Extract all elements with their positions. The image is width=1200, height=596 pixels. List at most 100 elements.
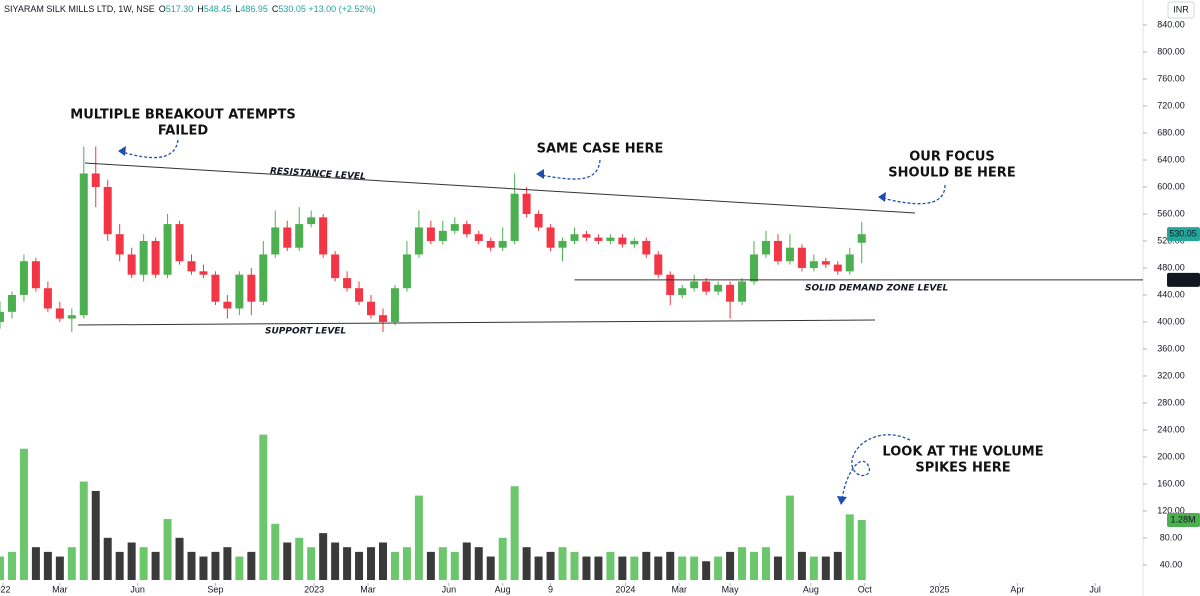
ohlc-value: 517.30 — [166, 4, 194, 14]
x-tick-label: Jul — [1089, 584, 1101, 594]
x-tick-label: 022 — [0, 584, 11, 594]
volume-bar — [570, 551, 579, 580]
y-tick-label: 600.00 — [1157, 181, 1185, 191]
price-marker-label: 462.40 — [1169, 274, 1197, 284]
x-tick-label: 2025 — [930, 584, 950, 594]
candle-body — [845, 254, 854, 272]
candle-body — [857, 234, 866, 243]
candle-body — [558, 240, 567, 248]
y-tick-label: 680.00 — [1157, 127, 1185, 137]
volume-bar — [7, 551, 16, 580]
volume-bar — [199, 556, 208, 580]
volume-bar — [103, 537, 112, 580]
candle-body — [211, 274, 220, 302]
candle-body — [331, 254, 340, 279]
volume-bar — [642, 551, 651, 580]
volume-bar — [402, 547, 411, 580]
candle-body — [19, 261, 28, 295]
volume-bar — [438, 547, 447, 580]
volume-bar — [307, 547, 316, 580]
volume-bar — [761, 547, 770, 580]
y-tick-label: 360.00 — [1157, 343, 1185, 353]
arrows — [121, 139, 946, 501]
volume-bar — [462, 542, 471, 580]
candle-body — [247, 274, 256, 302]
volume-bar — [618, 556, 627, 580]
volume-bar — [833, 551, 842, 580]
y-tick-label: 800.00 — [1157, 46, 1185, 56]
x-tick-label: Apr — [1010, 584, 1024, 594]
ohlc-key: L — [235, 4, 240, 14]
y-tick-label: 840.00 — [1157, 19, 1185, 29]
volume-bar — [91, 490, 100, 580]
volume-bar — [355, 551, 364, 580]
candle-body — [271, 227, 280, 255]
volume-bar — [546, 551, 555, 580]
candle-body — [115, 234, 124, 255]
y-tick-label: 480.00 — [1157, 262, 1185, 272]
candle-body — [714, 284, 723, 292]
header: SIYARAM SILK MILLS LTD, 1W, NSE O517.30 H5… — [4, 4, 375, 14]
candle-body — [678, 288, 687, 295]
volume-bar — [378, 542, 387, 580]
volume-bar — [319, 533, 328, 580]
candle-body — [0, 311, 4, 322]
volume-bar — [702, 561, 711, 580]
x-tick-label: May — [722, 584, 740, 594]
x-tick-label: Mar — [671, 584, 687, 594]
annotation: OUR FOCUS — [909, 150, 995, 165]
volume-bar — [295, 537, 304, 580]
volume-bar — [630, 556, 639, 580]
candle-body — [187, 261, 196, 272]
candle-body — [618, 237, 627, 245]
candle-body — [738, 281, 747, 302]
x-tick-label: Aug — [803, 584, 819, 594]
ohlc-key: C — [272, 4, 279, 14]
y-tick-label: 120.00 — [1157, 505, 1185, 515]
candle-body — [462, 224, 471, 235]
candle-body — [223, 301, 232, 309]
price-marker — [1167, 227, 1200, 242]
support-label: SUPPORT LEVEL — [265, 327, 346, 337]
candle-body — [570, 234, 579, 241]
volume-marker — [1167, 513, 1200, 527]
annotation: SPIKES HERE — [915, 461, 1010, 476]
candle-body — [630, 240, 639, 245]
candle-body — [55, 308, 64, 319]
volume-bar — [678, 556, 687, 580]
resistance-line — [84, 162, 916, 214]
candle-body — [235, 274, 244, 309]
y-tick-label: 240.00 — [1157, 424, 1185, 434]
ohlc-key: H — [197, 4, 204, 14]
chart-title: SIYARAM SILK MILLS LTD, 1W, NSE — [4, 4, 155, 14]
candle-body — [7, 294, 16, 312]
ohlc: O517.30 H548.45 L486.95 C530.05 — [159, 4, 306, 14]
arrow — [121, 139, 179, 159]
candle-body — [378, 315, 387, 322]
currency[interactable]: INR — [1173, 4, 1189, 14]
candle-body — [690, 281, 699, 289]
candle-body — [151, 240, 160, 275]
volume-bar — [19, 448, 28, 580]
candle-body — [91, 173, 100, 187]
arrowhead — [118, 146, 126, 156]
candle-body — [103, 186, 112, 235]
y-tick-label: 640.00 — [1157, 154, 1185, 164]
volume-bar — [558, 547, 567, 580]
volume-bar — [175, 537, 184, 580]
candle-body — [67, 315, 76, 319]
candle-body — [438, 230, 447, 241]
demand-label: SOLID DEMAND ZONE LEVEL — [805, 284, 948, 294]
volume-bar — [797, 551, 806, 580]
candle-body — [259, 254, 268, 302]
candle-body — [654, 254, 663, 275]
candle-body — [283, 227, 292, 248]
volume-bar — [750, 551, 759, 580]
currency-box[interactable] — [1167, 1, 1195, 19]
volume-bar — [127, 542, 136, 580]
candle-body — [809, 261, 818, 268]
volume-bar — [235, 556, 244, 580]
candle-body — [390, 288, 399, 322]
arrow — [841, 434, 911, 501]
